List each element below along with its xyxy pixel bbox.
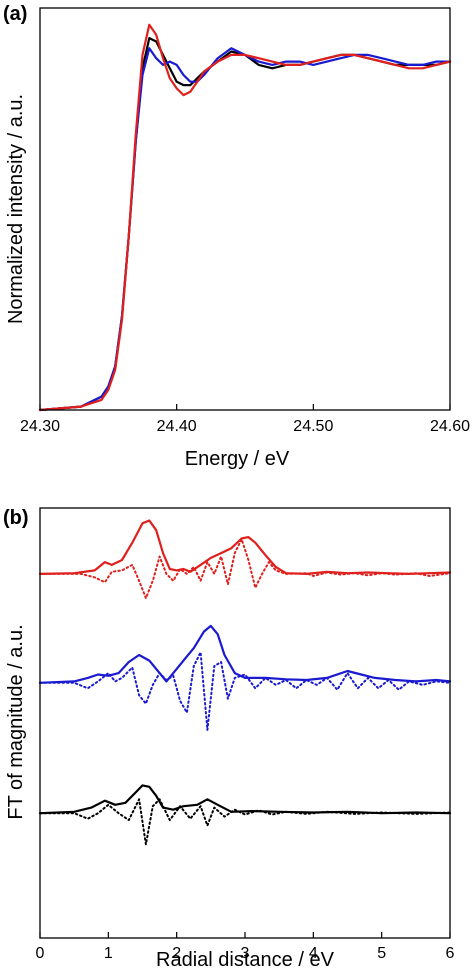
plot-b-x-tick-label: 0 [36,945,45,962]
panel-a: (a) 24.30 24.40 24.50 24.60 Energy / eV Nor… [3,3,470,470]
plot-b-series-4-line [38,784,452,815]
plot-b-x-tick-label: 1 [104,945,113,962]
plot-b-x-tick-label: 3 [241,945,250,962]
plot-a-x-tick-label: 24.30 [20,418,60,435]
plot-b-x-tick-label: 2 [172,945,181,962]
plot-a-series-2-line [38,23,452,412]
plot-a-x-tick-label: 24.60 [430,418,470,435]
plot-a-x-tick-label: 24.50 [293,418,333,435]
plot-b-y-axis-title: FT of magnitude / a.u. [5,624,27,819]
plot-b-series-5-line [39,798,451,846]
plot-b-series-group [38,519,452,846]
panel-a-label: (a) [3,3,27,25]
plot-b-series-0-line [38,519,452,575]
plot-b-x-tick-label: 6 [446,945,455,962]
plot-a-x-axis-title: Energy / eV [185,448,290,470]
plot-b-series-3-line [39,651,451,731]
plot-a-series-1-line [38,47,452,412]
plot-a-x-ticks: 24.30 24.40 24.50 24.60 [20,404,470,435]
plot-a-series-0-line [38,37,452,412]
plot-b-x-axis-title: Radial distance / eV [156,949,335,971]
plot-b-series-1-line [39,538,451,600]
panel-b: (b) 0 1 2 3 4 5 6 Radial distance / eV FT of m… [3,507,455,971]
panel-b-label: (b) [3,507,29,529]
plot-b-x-tick-label: 4 [309,945,318,962]
plot-a-frame [39,7,451,411]
plot-b-series-2-line [38,624,452,684]
plot-a-series-group [38,23,452,412]
plot-a-x-tick-label: 24.40 [157,418,197,435]
plot-b-x-ticks: 0 1 2 3 4 5 6 [36,932,455,962]
plot-b-x-tick-label: 5 [377,945,386,962]
plot-a-y-axis-title: Normalized intensity / a.u. [5,94,27,324]
